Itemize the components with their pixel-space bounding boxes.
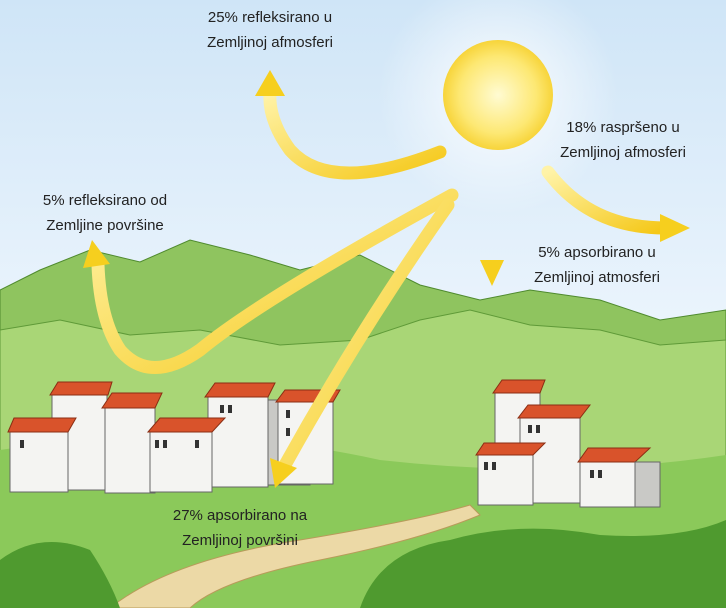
label: Zemljinoj afmosferi — [560, 144, 686, 161]
diagram: 25% refleksirano u Zemljinoj afmosferi 1… — [0, 0, 726, 608]
label: 27% apsorbirano na — [173, 507, 308, 524]
label: 5% refleksirano od — [43, 192, 167, 209]
label: Zemljinoj površini — [182, 532, 298, 549]
label: Zemljinoj afmosferi — [207, 34, 333, 51]
label: 18% raspršeno u — [566, 119, 679, 136]
sun — [443, 40, 553, 150]
label: Zemljine površine — [46, 217, 164, 234]
label: 5% apsorbirano u — [538, 244, 656, 261]
label: Zemljinoj atmosferi — [534, 269, 660, 286]
label: 25% refleksirano u — [208, 9, 332, 26]
